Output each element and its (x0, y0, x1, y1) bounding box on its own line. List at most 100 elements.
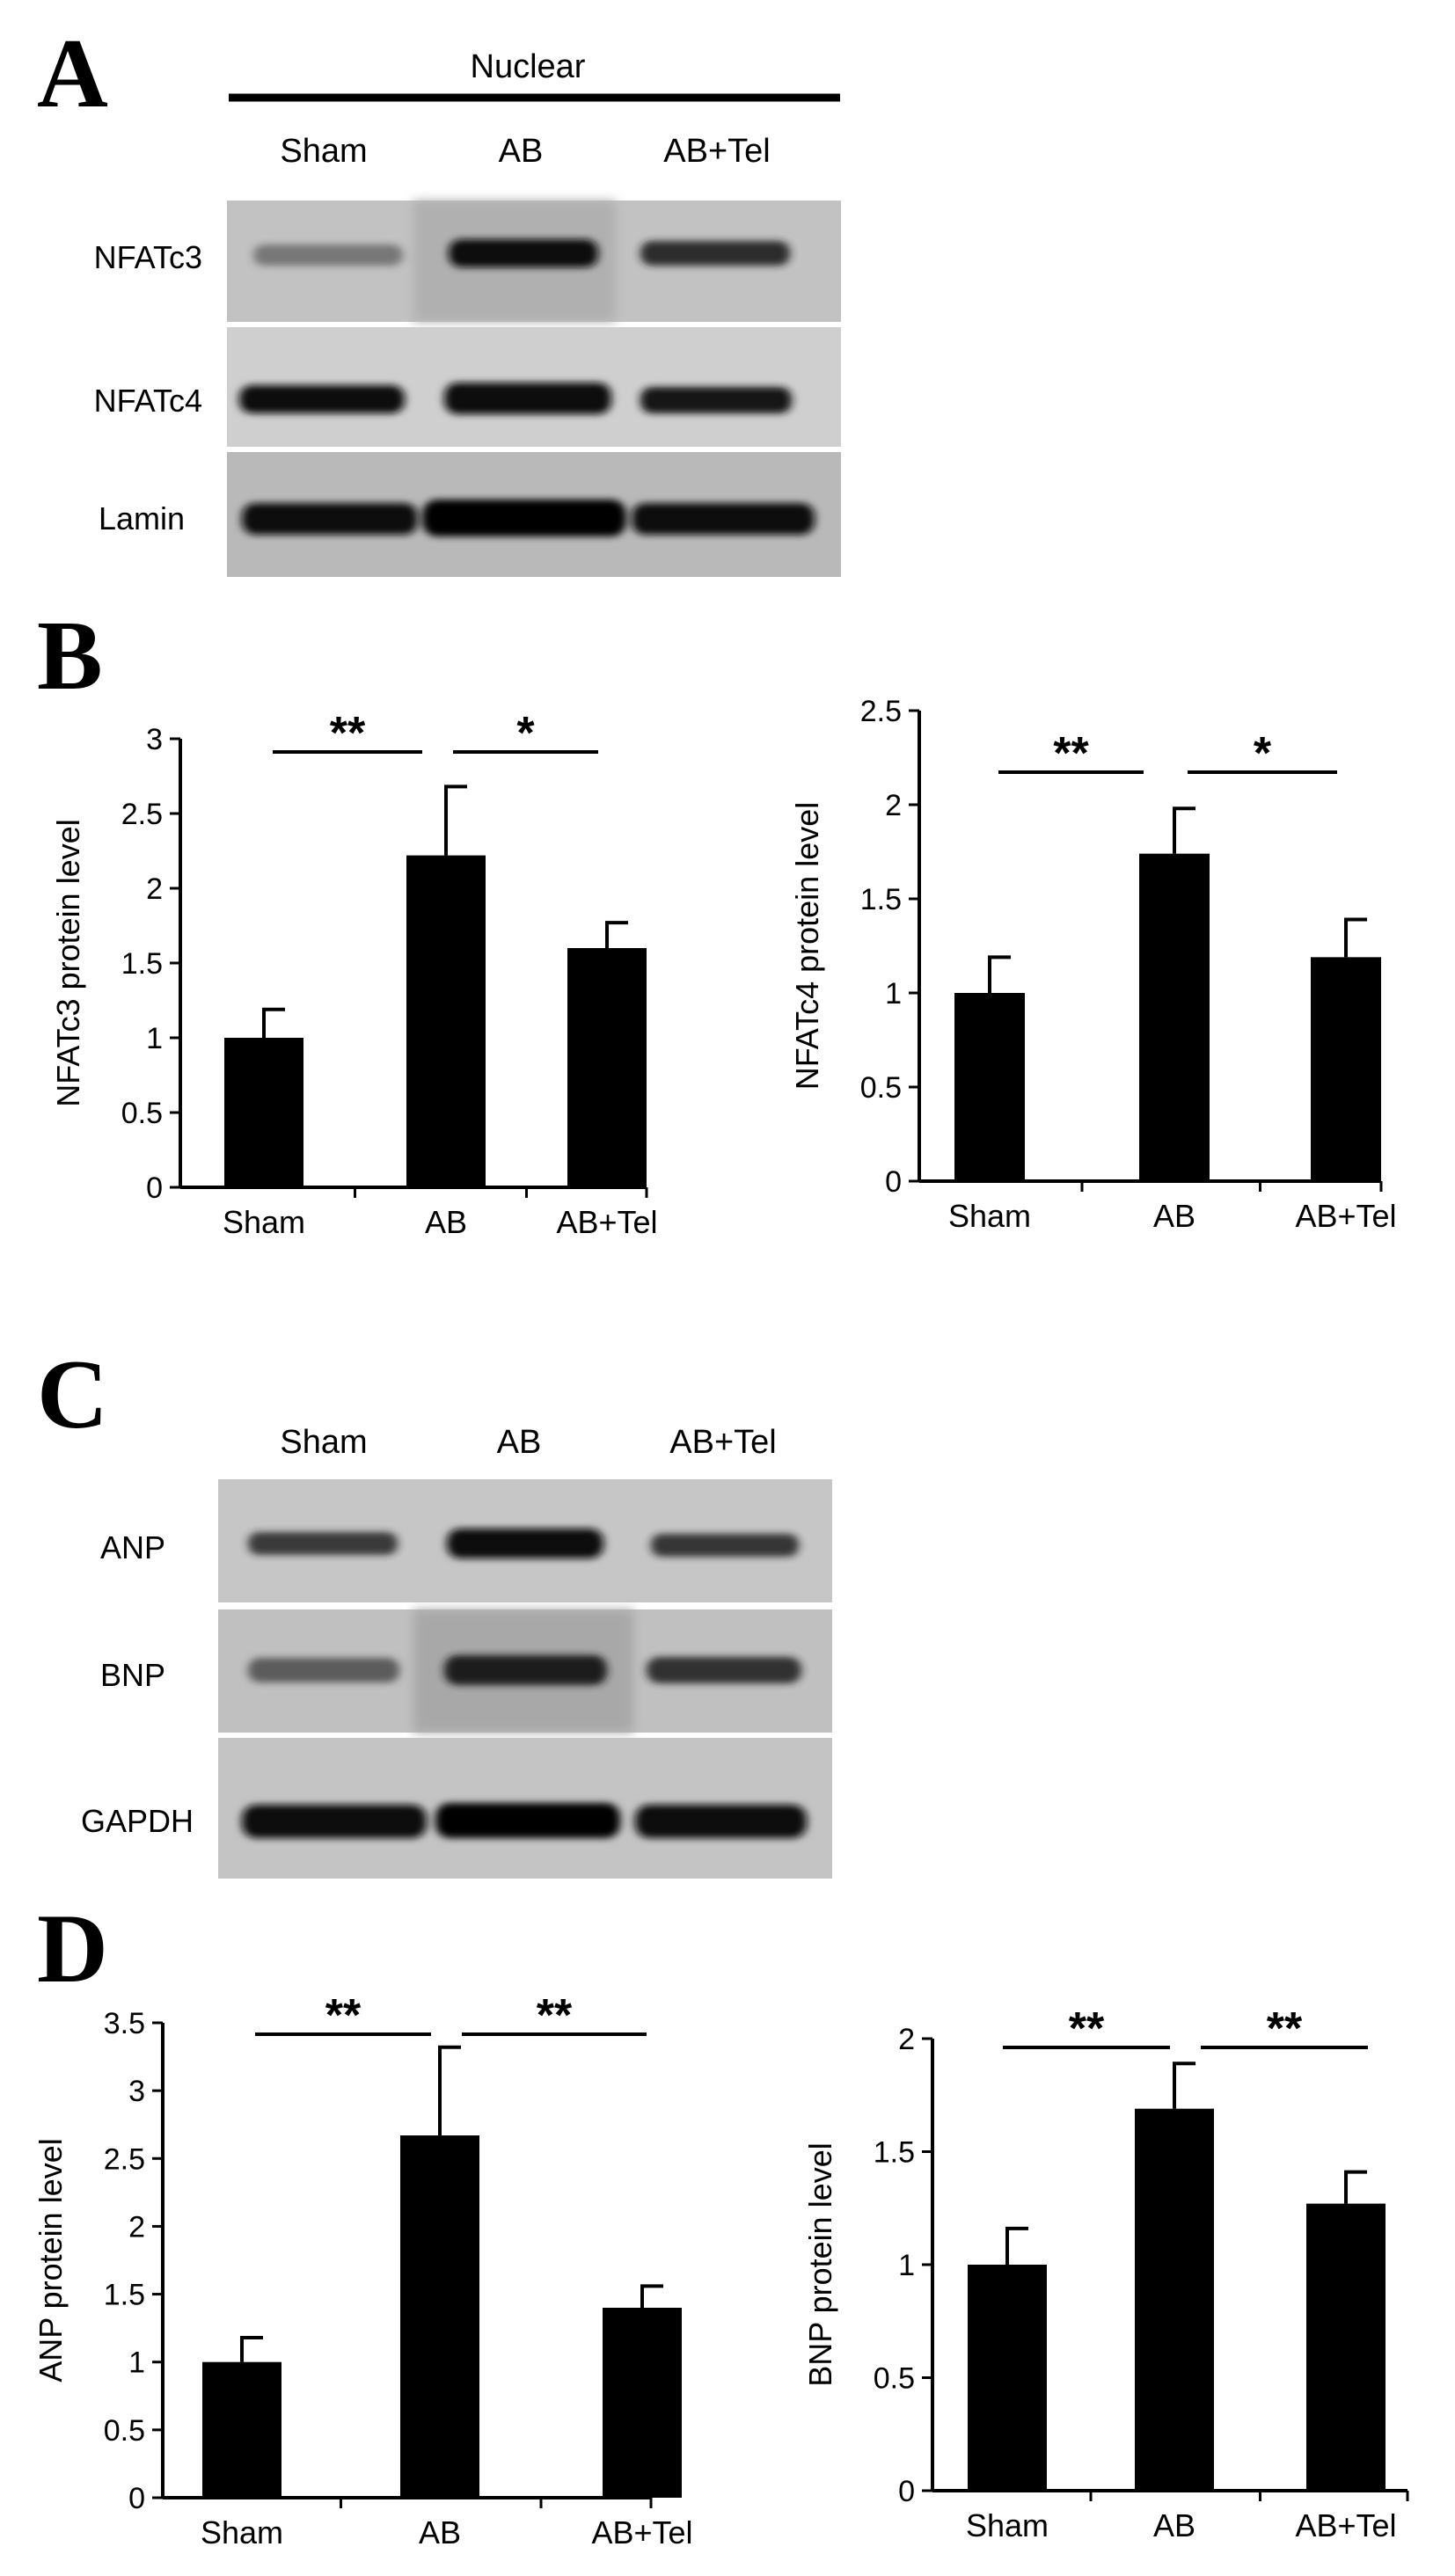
row-label-gapdh: GAPDH (81, 1803, 194, 1839)
bar (400, 2135, 479, 2498)
bar (202, 2361, 281, 2498)
y-tick-label: 3.5 (104, 2007, 145, 2040)
nuclear-header: Nuclear (471, 48, 586, 85)
chart-nfatc4: 0 0.5 1 1.5 2 2.5 Sham AB AB+Tel NFATc4 protein l… (789, 695, 1397, 1234)
row-label-nfatc4: NFATc4 (94, 383, 202, 419)
y-tick-label: 1.5 (874, 2136, 915, 2170)
significance-label: ** (330, 708, 366, 759)
y-axis-title: BNP protein level (802, 2142, 838, 2387)
row-label-lamin: Lamin (99, 500, 185, 536)
bar (603, 2308, 682, 2498)
x-tick-label: AB (1153, 1198, 1195, 1234)
band (435, 1803, 620, 1838)
y-tick-label: 2.5 (104, 2142, 145, 2176)
lane-label-ab: AB (499, 133, 544, 170)
y-tick-label: 2 (898, 2023, 915, 2056)
y-tick-label: 0 (885, 1165, 902, 1199)
x-tick-label: AB+Tel (591, 2514, 692, 2550)
significance-label: * (516, 708, 535, 759)
band (447, 1529, 603, 1558)
bar (968, 2265, 1047, 2491)
y-tick-label: 0 (146, 1171, 163, 1205)
y-tick-label: 3 (146, 723, 163, 756)
significance-label: ** (537, 1990, 573, 2041)
lane-label-ab-tel: AB+Tel (669, 1424, 776, 1461)
chart-bnp: 0 0.5 1 1.5 2 Sham AB AB+Tel BNP protein level **… (802, 2003, 1409, 2543)
significance-label: ** (1267, 2003, 1303, 2054)
bar (1311, 957, 1381, 1181)
panel-letter-b: B (37, 602, 103, 711)
band (242, 1805, 427, 1838)
x-tick-label: AB (1153, 2507, 1195, 2543)
y-tick-label: 2 (128, 2210, 145, 2244)
band (449, 239, 598, 267)
band (647, 1657, 801, 1683)
band (444, 383, 611, 414)
y-tick-label: 0 (128, 2482, 145, 2515)
blot-row-gapdh: GAPDH (81, 1738, 832, 1879)
panel-letter-c: C (37, 1340, 108, 1449)
band (239, 385, 405, 413)
row-label-bnp: BNP (100, 1657, 165, 1693)
y-tick-label: 1.5 (121, 947, 163, 981)
y-tick-label: 1.5 (860, 883, 902, 916)
lane-label-ab-tel: AB+Tel (663, 133, 770, 170)
blot-row-lamin: Lamin (99, 452, 841, 577)
band (248, 1658, 399, 1682)
panel-letter-a: A (37, 19, 108, 128)
y-axis-title: ANP protein level (33, 2138, 69, 2383)
bar (224, 1038, 303, 1187)
band (253, 244, 403, 266)
significance-label: ** (1069, 2003, 1105, 2054)
row-label-anp: ANP (100, 1529, 165, 1565)
y-tick-label: 1 (885, 977, 902, 1011)
band (422, 500, 626, 536)
x-tick-label: AB+Tel (556, 1204, 657, 1240)
y-tick-label: 0.5 (121, 1097, 163, 1130)
y-tick-label: 2 (885, 789, 902, 822)
x-tick-label: AB (425, 1204, 467, 1240)
y-axis-title: NFATc3 protein level (50, 819, 86, 1106)
y-tick-label: 1 (898, 2249, 915, 2282)
bar (567, 948, 647, 1187)
y-tick-label: 2.5 (121, 798, 163, 831)
bar (1139, 853, 1210, 1181)
row-label-nfatc3: NFATc3 (94, 239, 202, 275)
blot-c: Sham AB AB+Tel ANP BNP GAPDH (81, 1424, 832, 1879)
band (635, 1805, 807, 1838)
bar (954, 993, 1025, 1181)
x-tick-label: Sham (201, 2514, 283, 2550)
band (444, 1655, 607, 1685)
band (651, 1534, 799, 1557)
x-tick-label: AB+Tel (1295, 1198, 1396, 1234)
band (640, 241, 790, 266)
y-tick-label: 1.5 (104, 2279, 145, 2312)
y-tick-label: 0.5 (860, 1071, 902, 1105)
band (632, 503, 815, 535)
significance-label: ** (1053, 728, 1089, 779)
x-tick-label: AB (419, 2514, 461, 2550)
band (242, 503, 418, 535)
bar (406, 855, 486, 1187)
y-tick-label: 0.5 (104, 2414, 145, 2448)
chart-nfatc3: 0 0.5 1 1.5 2 2.5 3 Sham AB AB+Tel NFATc3 protein … (50, 708, 658, 1240)
band (640, 387, 792, 413)
band (248, 1532, 398, 1555)
blot-a: Nuclear Sham AB AB+Tel NFATc3 NFATc4 Lam… (94, 48, 841, 577)
blot-row-nfatc4: NFATc4 (94, 327, 841, 447)
y-tick-label: 2.5 (860, 695, 902, 728)
blot-row-anp: ANP (100, 1479, 832, 1602)
y-axis-title: NFATc4 protein level (789, 802, 825, 1090)
x-tick-label: Sham (966, 2507, 1049, 2543)
bar (1306, 2203, 1386, 2491)
panel-letter-d: D (37, 1894, 108, 2003)
y-tick-label: 1 (128, 2346, 145, 2380)
x-tick-label: Sham (223, 1204, 305, 1240)
lane-label-ab: AB (497, 1424, 542, 1461)
bar (1135, 2108, 1214, 2491)
lane-label-sham: Sham (280, 133, 367, 170)
y-tick-label: 0 (898, 2475, 915, 2508)
blot-row-nfatc3: NFATc3 (94, 201, 841, 322)
x-tick-label: AB+Tel (1295, 2507, 1396, 2543)
